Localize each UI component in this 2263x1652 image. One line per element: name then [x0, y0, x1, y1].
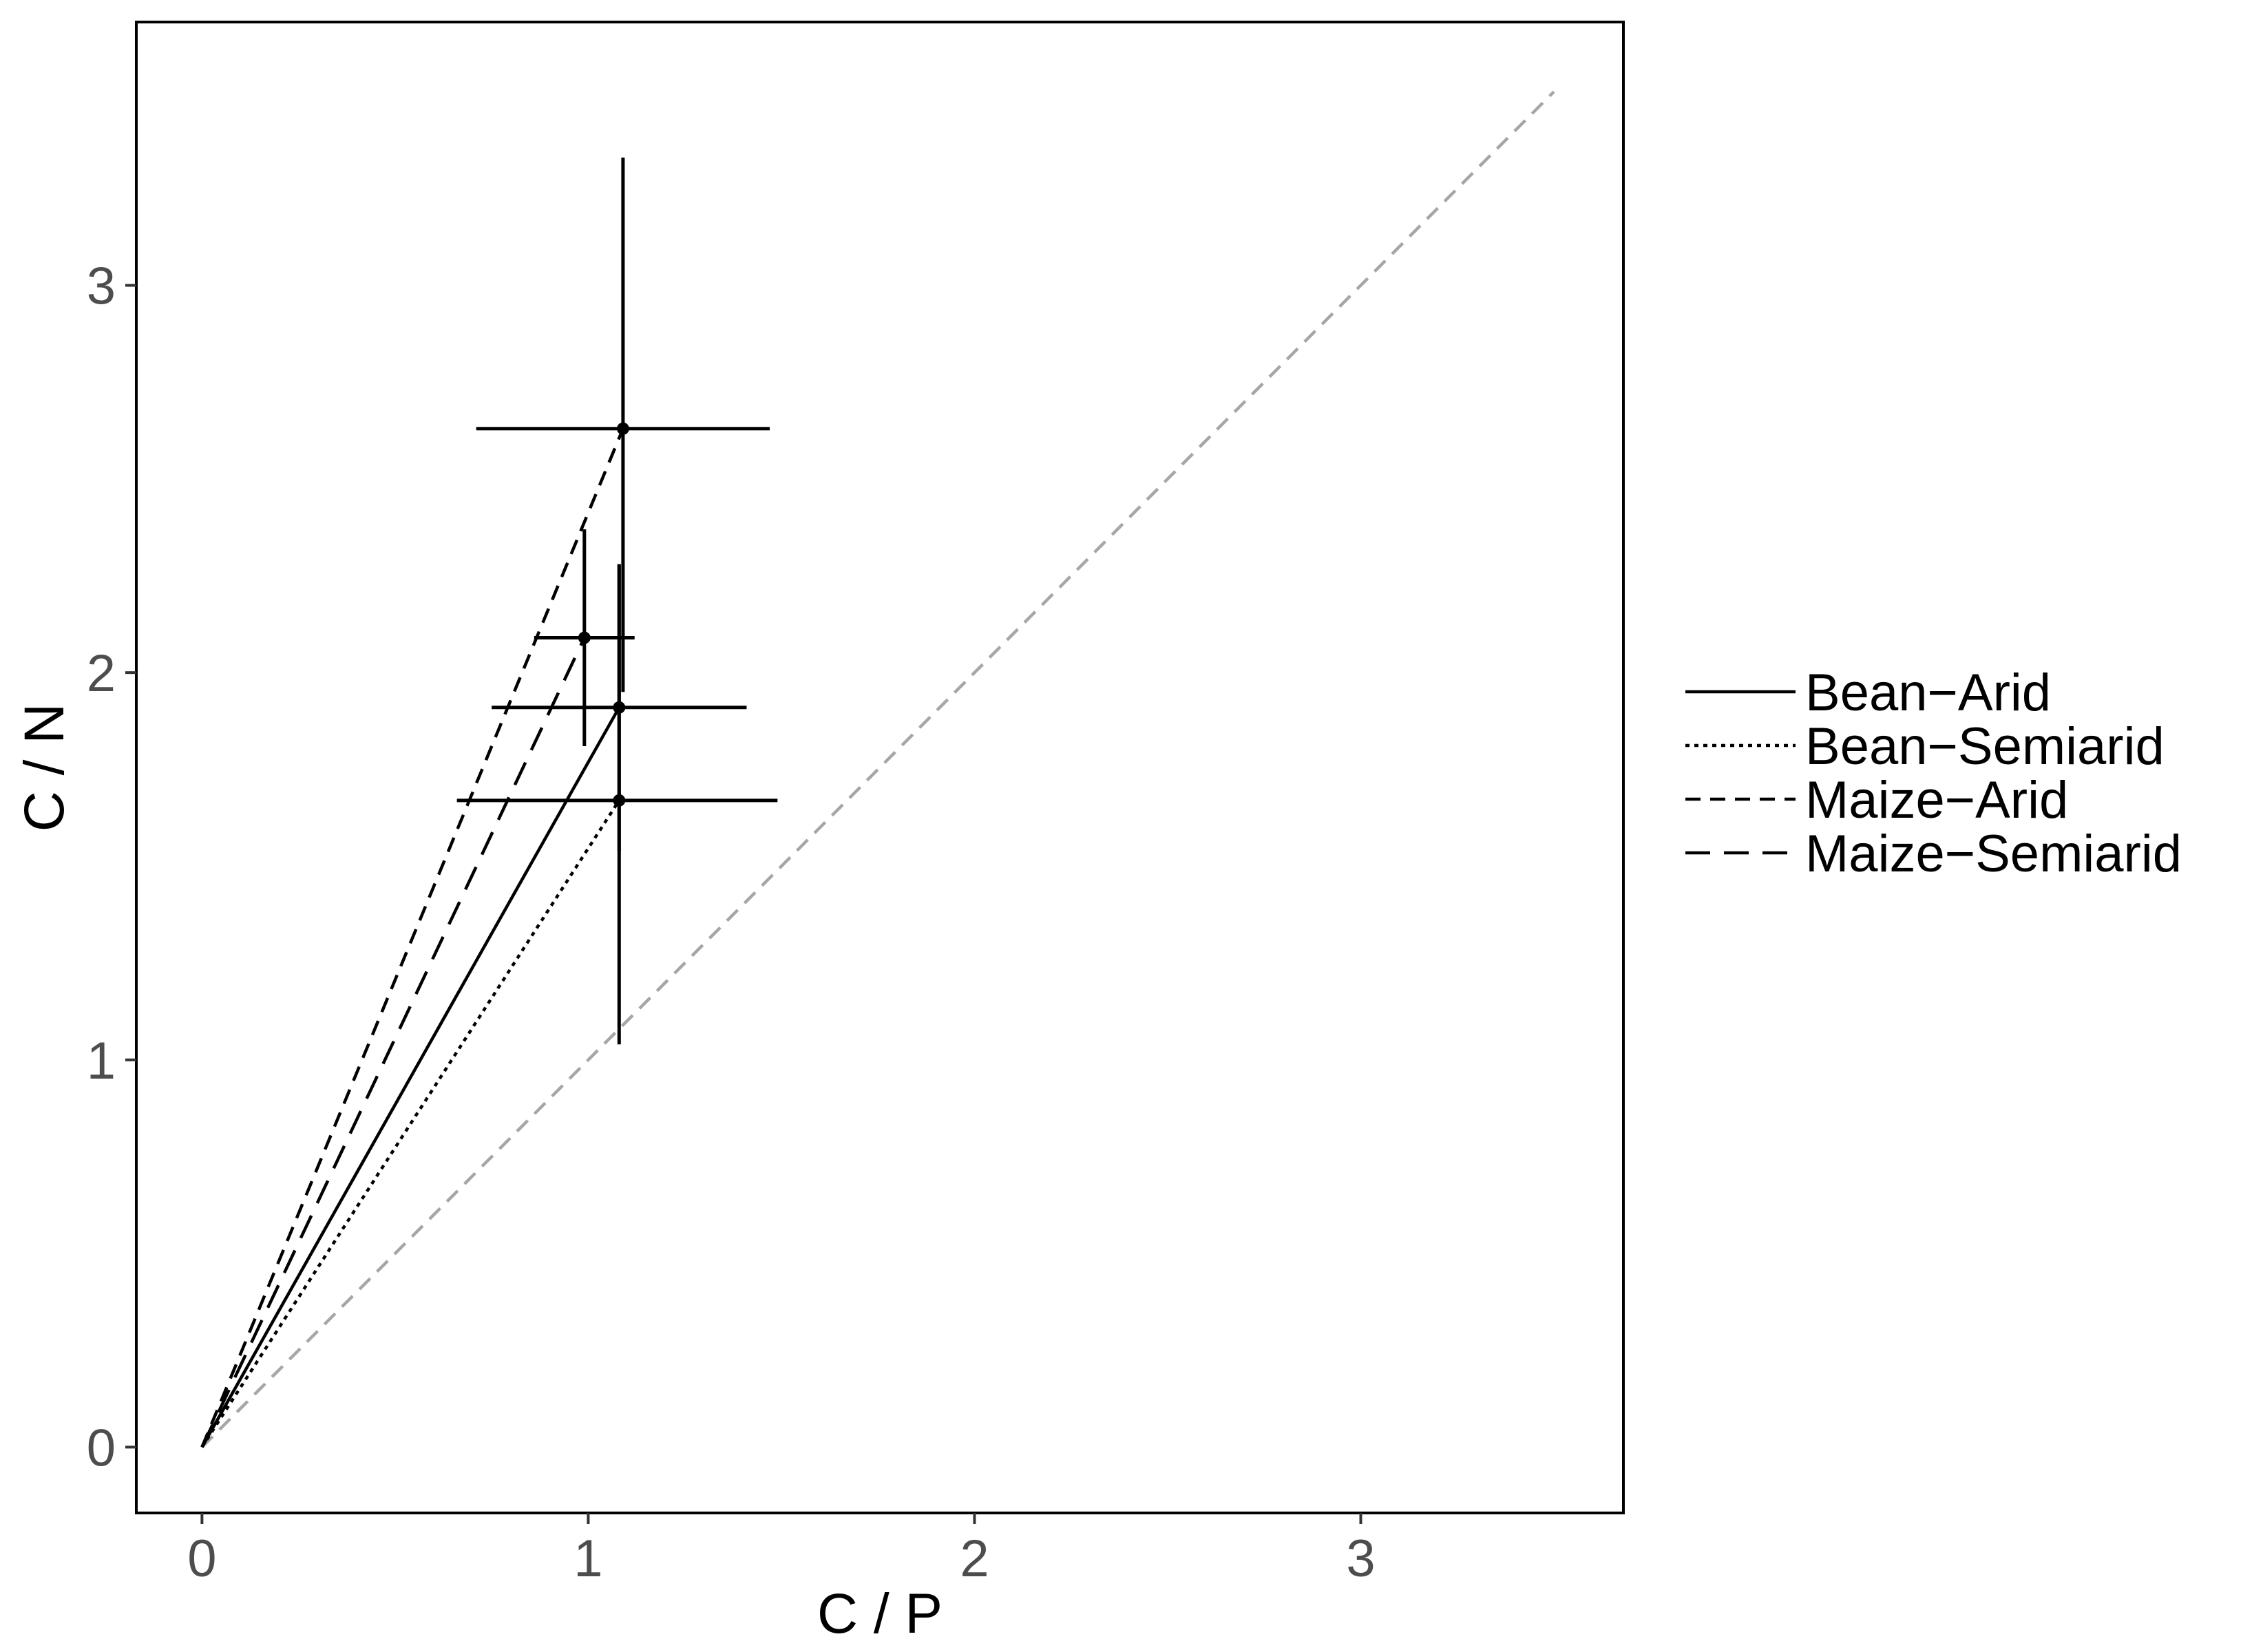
point-layer: [578, 422, 629, 807]
x-tick-label: 3: [1346, 1529, 1375, 1588]
data-point-4: [578, 631, 591, 644]
y-axis-title: C / N: [13, 703, 76, 832]
legend-label-1: Bean−Arid: [1805, 664, 2051, 722]
legend-label-2: Bean−Semiarid: [1805, 717, 2165, 776]
y-tick-label: 2: [87, 644, 116, 703]
series-line-2: [200, 799, 621, 1448]
x-axis-title: C / P: [817, 1582, 943, 1645]
legend-label-4: Maize−Semiarid: [1805, 825, 2182, 883]
y-tick-label: 0: [87, 1419, 116, 1477]
series-line-1: [200, 706, 621, 1448]
legend: Bean−AridBean−SemiaridMaize−AridMaize−Se…: [1685, 664, 2182, 883]
data-point-2: [613, 794, 626, 807]
data-point-3: [616, 422, 629, 435]
reference-line-layer: [200, 90, 1555, 1448]
series-layer: [200, 427, 624, 1448]
x-tick-label: 1: [573, 1529, 602, 1588]
y-tick-label: 3: [87, 257, 116, 316]
y-axis: 0 1 2 3: [87, 257, 136, 1477]
series-line-4: [200, 637, 586, 1448]
data-point-1: [613, 701, 626, 714]
x-axis: 0 1 2 3: [187, 1513, 1376, 1588]
x-tick-label: 0: [187, 1529, 216, 1588]
reference-line: [200, 90, 1555, 1448]
y-tick-label: 1: [87, 1032, 116, 1090]
series-line-3: [200, 427, 624, 1448]
x-tick-label: 2: [960, 1529, 989, 1588]
legend-label-3: Maize−Arid: [1805, 771, 2068, 829]
